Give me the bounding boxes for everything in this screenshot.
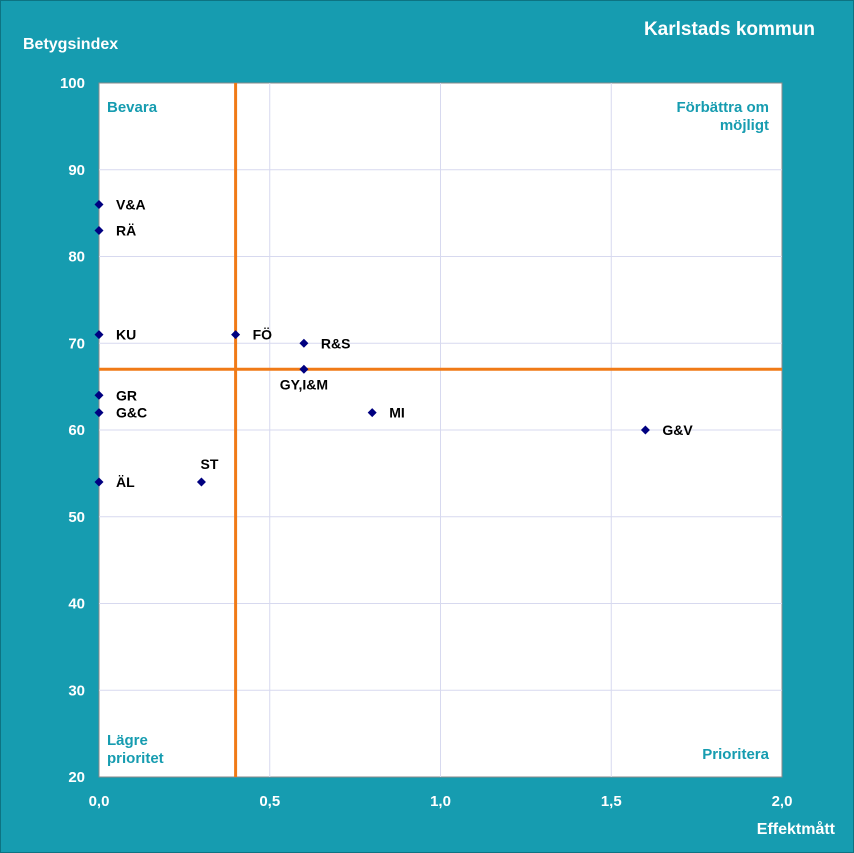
y-tick-label: 50 <box>68 509 85 526</box>
x-tick-label: 0,5 <box>259 793 280 810</box>
data-point-label: GY,I&M <box>280 376 328 392</box>
data-point-marker <box>94 477 104 487</box>
quadrant-label-bottom-left: Lägre prioritet <box>107 732 164 767</box>
x-tick-label: 2,0 <box>772 793 793 810</box>
y-tick-label: 100 <box>60 75 85 92</box>
quadrant-label-top-left: Bevara <box>107 99 158 116</box>
y-tick-label: 60 <box>68 422 85 439</box>
y-axis-label: Betygsindex <box>23 36 119 53</box>
data-point-marker <box>94 199 104 209</box>
x-axis-label: Effektmått <box>756 821 835 838</box>
data-point-marker <box>299 364 309 374</box>
y-tick-label: 90 <box>68 162 85 179</box>
data-point-label: V&A <box>116 196 146 212</box>
chart-title: Karlstads kommun <box>643 19 815 40</box>
data-point-label: KU <box>116 327 136 343</box>
data-point-marker <box>94 225 104 235</box>
data-point-label: G&V <box>662 422 693 438</box>
data-point-label: G&C <box>116 405 147 421</box>
data-point-label: R&S <box>321 335 351 351</box>
x-tick-label: 1,0 <box>430 793 451 810</box>
data-point-label: GR <box>116 387 137 403</box>
data-point-label: MI <box>389 405 405 421</box>
data-point-label: ÄL <box>116 474 135 490</box>
y-tick-label: 20 <box>68 769 85 786</box>
data-point-marker <box>367 408 377 418</box>
data-point-label: ST <box>201 456 219 472</box>
data-point-marker <box>196 477 206 487</box>
data-point-label: RÄ <box>116 222 136 238</box>
data-point-label: FÖ <box>253 327 273 343</box>
quadrant-label-top-right: Förbättra om möjligt <box>676 99 769 134</box>
data-point-marker <box>94 390 104 400</box>
y-tick-label: 30 <box>68 682 85 699</box>
y-tick-label: 70 <box>68 335 85 352</box>
x-tick-label: 0,0 <box>89 793 110 810</box>
quadrant-label-bottom-right: Prioritera <box>702 746 769 763</box>
data-point-marker <box>299 338 309 348</box>
x-tick-label: 1,5 <box>601 793 622 810</box>
data-point-marker <box>94 330 104 340</box>
y-tick-label: 40 <box>68 596 85 613</box>
y-tick-label: 80 <box>68 249 85 266</box>
data-point-marker <box>231 330 241 340</box>
data-point-marker <box>640 425 650 435</box>
data-point-marker <box>94 408 104 418</box>
